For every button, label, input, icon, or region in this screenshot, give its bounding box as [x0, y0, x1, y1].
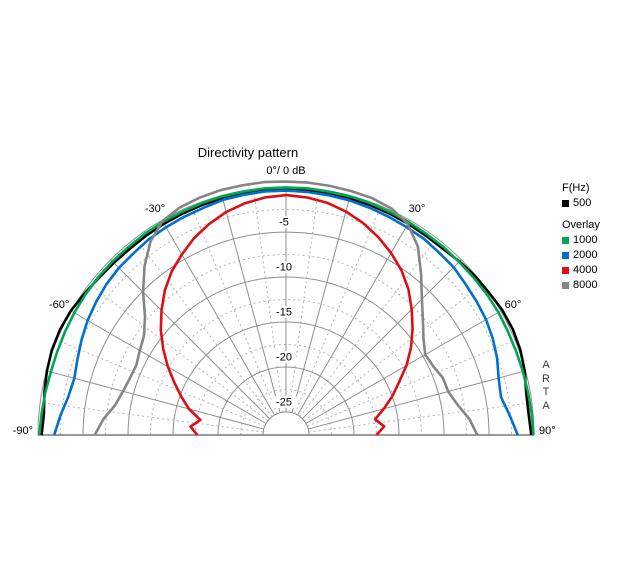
radial-gridline: [161, 219, 275, 416]
angle-label-0: 0°/ 0 dB: [266, 165, 305, 177]
series-2000-curve: [52, 189, 520, 436]
db-axis-label: -15: [276, 307, 292, 319]
radial-gridline: [305, 310, 502, 424]
radial-gridline: [110, 259, 271, 420]
radial-gridline: [40, 402, 264, 433]
angle-label-60: 60°: [505, 299, 522, 311]
legend-swatch-4000: [562, 267, 569, 274]
legend-item-1000: 1000: [562, 233, 600, 248]
radial-gridline: [301, 259, 462, 420]
db-label-backing: [271, 396, 297, 408]
db-axis-label: -5: [279, 217, 289, 229]
db-label-backing: [271, 261, 297, 273]
angle-label--90: -90°: [13, 425, 33, 437]
legend-label-4000: 4000: [573, 264, 598, 276]
db-ring: [150, 299, 422, 436]
db-axis-label: -25: [276, 397, 292, 409]
legend-label-8000: 8000: [573, 279, 598, 291]
legend-overlay-header: Overlay: [562, 219, 600, 231]
radial-gridline: [297, 219, 411, 416]
series-8000-curve: [93, 180, 479, 436]
db-label-backing: [271, 306, 297, 318]
legend-gap: [562, 211, 600, 218]
db-label-backing: [271, 351, 297, 363]
angle-label-90: 90°: [539, 425, 556, 437]
legend-label-2000: 2000: [573, 249, 598, 261]
radial-gridline: [46, 370, 264, 430]
series-1000-curve: [38, 186, 535, 436]
radial-gridline: [221, 195, 281, 413]
legend-item-2000: 2000: [562, 248, 600, 263]
chart-title: Directivity pattern: [197, 145, 299, 160]
angle-label--60: -60°: [49, 299, 69, 311]
legend-swatch-500: [562, 200, 569, 207]
legend-item-4000: 4000: [562, 263, 600, 278]
radial-gridline: [308, 370, 526, 430]
db-ring: [262, 411, 310, 436]
db-axis-label: -20: [276, 352, 292, 364]
angle-label-30: 30°: [409, 203, 426, 215]
series-500-curve: [40, 188, 533, 436]
legend: F(Hz) 500 Overlay 1000 2000 4000 8000: [562, 181, 600, 293]
legend-swatch-8000: [562, 282, 569, 289]
db-axis-label: -10: [276, 262, 292, 274]
legend-swatch-1000: [562, 237, 569, 244]
radial-gridline: [291, 195, 351, 413]
legend-label-500: 500: [573, 197, 592, 209]
legend-item-8000: 8000: [562, 278, 600, 293]
legend-label-1000: 1000: [573, 234, 598, 246]
legend-swatch-2000: [562, 252, 569, 259]
arta-watermark: A R T A: [542, 359, 550, 412]
radial-gridline: [308, 402, 532, 433]
db-label-backing: [274, 216, 294, 228]
legend-frequency-header: F(Hz): [562, 182, 590, 194]
angle-label--30: -30°: [145, 203, 165, 215]
series-4000-curve: [159, 193, 414, 436]
legend-item-500: 500: [562, 196, 600, 211]
